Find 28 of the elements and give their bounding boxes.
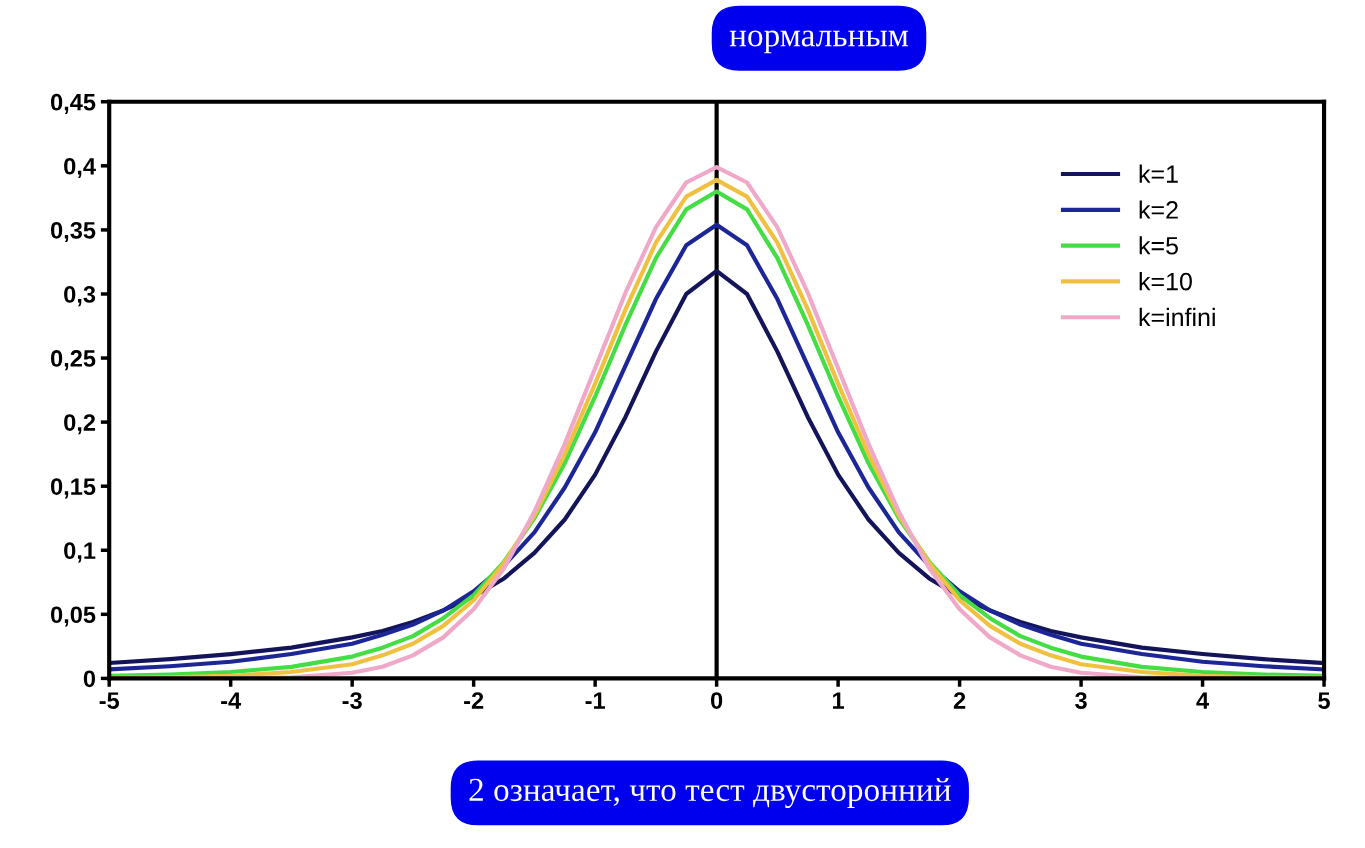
legend-label: k=2 <box>1139 200 1178 219</box>
y-tick-label: 0,4 <box>64 157 96 179</box>
x-tick-label: 2 <box>953 692 966 709</box>
legend-label: k=1 <box>1139 164 1178 183</box>
x-tick-label: 1 <box>833 692 845 709</box>
x-tick-label: -5 <box>99 692 120 709</box>
x-tick-label: -3 <box>342 692 362 709</box>
x-tick-label: 0 <box>710 692 723 709</box>
x-tick-label: 5 <box>1318 692 1330 709</box>
y-tick-label: 0,1 <box>64 542 96 563</box>
y-tick-label: 0,45 <box>50 93 96 114</box>
y-tick-label: 0,35 <box>50 221 96 243</box>
y-tick-label: 0,15 <box>50 478 96 499</box>
y-tick-label: 0,2 <box>64 414 96 435</box>
text: 2 означает, что тест двусторонний <box>469 777 951 808</box>
y-tick-label: 0,25 <box>50 350 96 371</box>
legend-label: k=5 <box>1139 236 1178 255</box>
legend-label: k=10 <box>1139 272 1192 291</box>
y-tick-label: 0,05 <box>50 606 96 627</box>
x-tick-label: 3 <box>1075 692 1087 709</box>
x-tick-label: -4 <box>221 692 242 709</box>
legend-label: k=infini <box>1139 307 1215 326</box>
y-tick-label: 0,3 <box>64 286 96 307</box>
text: нормальным <box>729 30 909 54</box>
y-tick-label: 0 <box>83 670 96 688</box>
x-tick-label: 4 <box>1196 692 1209 709</box>
x-tick-label: -2 <box>464 692 484 709</box>
x-tick-label: -1 <box>585 692 605 709</box>
